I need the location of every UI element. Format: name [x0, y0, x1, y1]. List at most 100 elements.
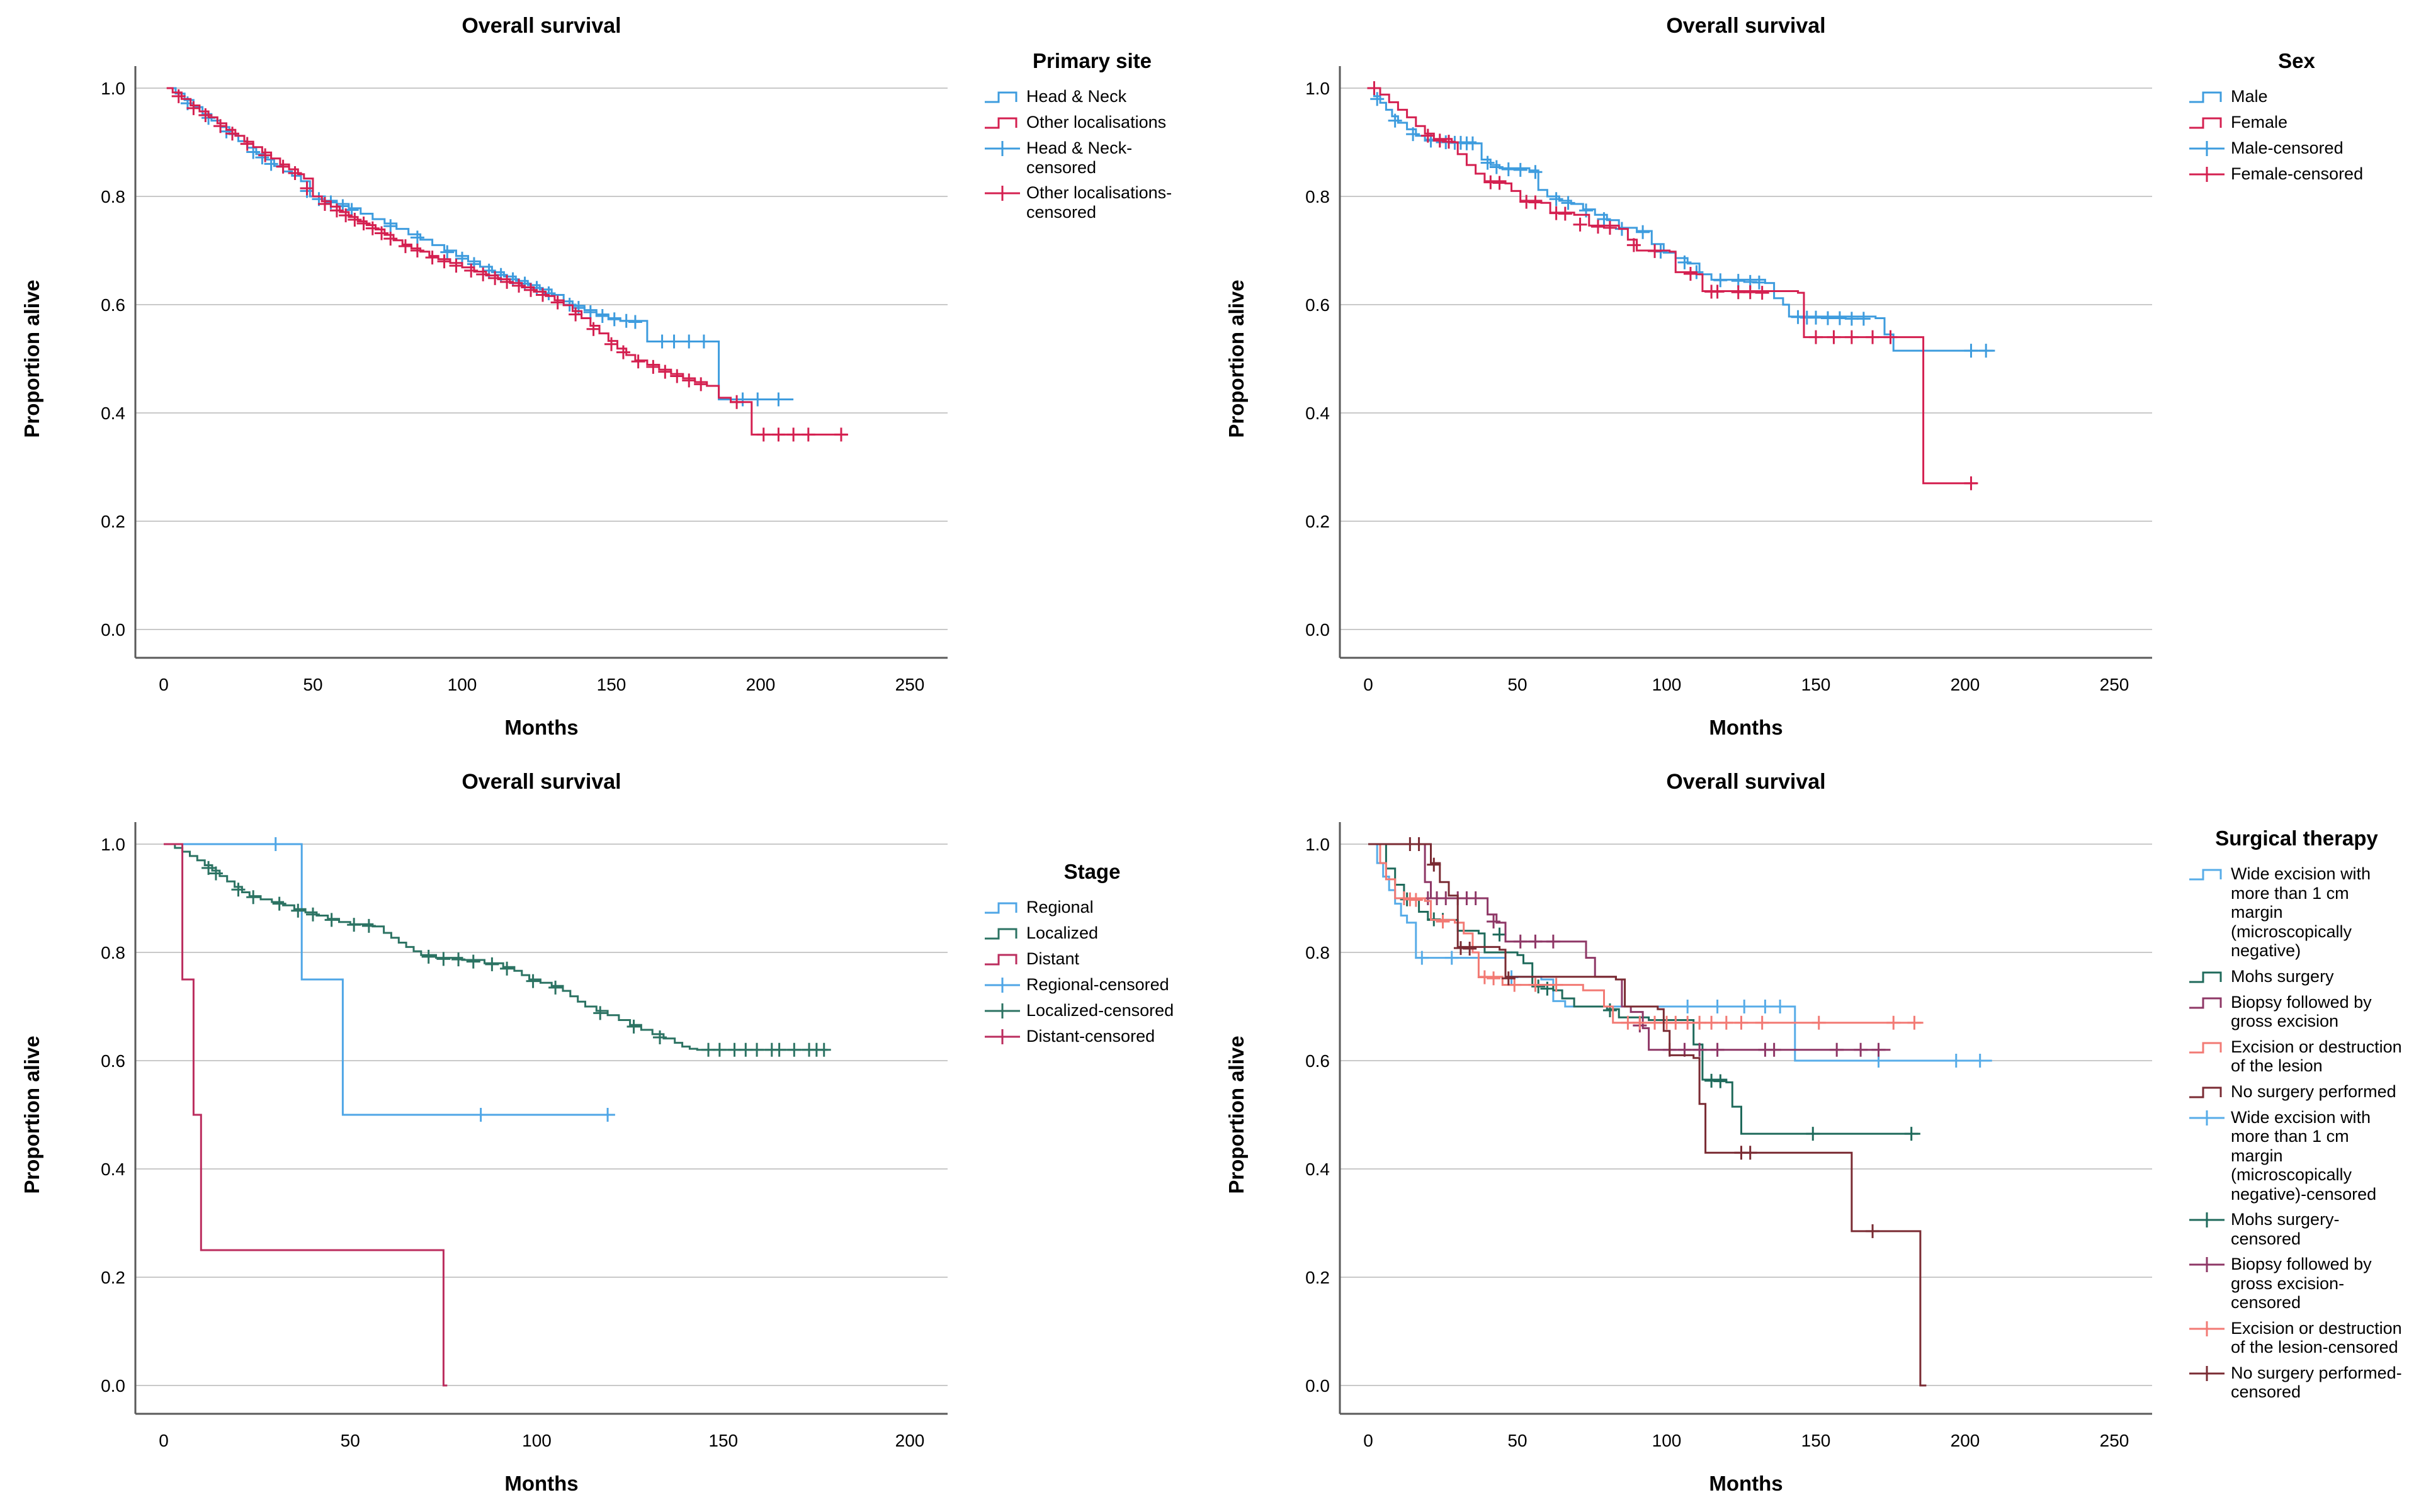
censor-mark	[375, 226, 389, 240]
panel-stage: 0.0 0.2 0.4 0.6 0.8 1.0 0 50 100 150 200 Overall su…	[0, 756, 1204, 1512]
censor-mark	[801, 427, 815, 442]
legend-item-label: Other localisations	[1026, 113, 1167, 132]
x-tick-label: 150	[1801, 675, 1831, 694]
censor-mark	[631, 354, 645, 369]
censor-mark	[1501, 162, 1516, 176]
censor-mark	[526, 974, 540, 988]
censor-mark	[288, 166, 302, 181]
censor-mark	[583, 305, 598, 320]
y-tick-label: 0.6	[101, 295, 125, 315]
censor-mark	[1692, 1042, 1707, 1057]
censor-mark	[1856, 312, 1871, 326]
censor-plus-icon	[985, 1003, 1020, 1018]
censor-mark	[593, 1006, 608, 1020]
censor-mark	[1648, 1015, 1662, 1030]
x-tick-label: 200	[895, 1431, 925, 1450]
x-tick-label: 200	[1951, 1431, 1980, 1450]
censor-mark	[347, 918, 361, 932]
censor-mark	[225, 127, 240, 141]
censor-plus-icon	[2189, 167, 2225, 182]
censor-mark	[1528, 195, 1543, 210]
legend-item: Localized-censored	[983, 1001, 1201, 1020]
legend-item: Other localisations-censored	[983, 183, 1201, 222]
y-tick-label: 1.0	[101, 835, 125, 854]
x-tick-label: 0	[1363, 675, 1373, 694]
censor-mark	[1549, 192, 1563, 206]
y-axis-label: Proportion alive	[20, 1035, 43, 1193]
legend-item-label: Male-censored	[2231, 138, 2344, 157]
censor-mark	[628, 315, 642, 329]
legend-item-label: Female-censored	[2231, 164, 2364, 183]
censor-mark	[751, 392, 765, 407]
series-line	[169, 87, 794, 400]
censor-mark	[1830, 1042, 1844, 1057]
censor-mark	[750, 1042, 764, 1057]
censor-mark	[1546, 934, 1560, 949]
censor-mark	[771, 392, 786, 407]
y-tick-label: 1.0	[1305, 835, 1330, 854]
censor-mark	[1540, 981, 1555, 996]
censor-mark	[1487, 971, 1501, 986]
y-tick-label: 1.0	[101, 79, 125, 98]
censor-mark	[694, 377, 708, 392]
y-tick-label: 0.6	[101, 1051, 125, 1071]
censor-mark	[500, 961, 514, 976]
y-tick-label: 0.8	[1305, 943, 1330, 962]
legend-item-label: Other localisations-censored	[1026, 183, 1172, 222]
legend-item-label: Female	[2231, 113, 2288, 132]
censor-mark	[772, 1042, 786, 1057]
legend-item: Male	[2188, 87, 2405, 106]
censor-mark	[712, 1042, 727, 1057]
censor-mark	[1713, 273, 1728, 288]
km-chart-sex: 0.0 0.2 0.4 0.6 0.8 1.0 0 50 100 150 200 250 Overall…	[1225, 14, 2152, 739]
censor-mark	[1602, 220, 1617, 235]
x-tick-label: 150	[597, 675, 626, 694]
censor-mark	[756, 427, 771, 442]
censor-mark	[595, 309, 609, 324]
censor-plus-icon	[2189, 1321, 2225, 1336]
censor-mark	[1621, 1015, 1635, 1030]
censor-mark	[535, 288, 550, 302]
censor-mark	[246, 890, 261, 905]
censor-mark	[473, 1108, 488, 1122]
censor-mark	[208, 866, 223, 881]
censor-mark	[1427, 857, 1441, 872]
censor-mark	[786, 427, 801, 442]
censor-mark	[1907, 1015, 1922, 1030]
censor-mark	[1370, 92, 1385, 106]
censor-mark	[1648, 244, 1662, 258]
x-tick-label: 0	[159, 675, 169, 694]
legend-surgical-therapy: Surgical therapy Wide excision with more …	[2188, 827, 2405, 1408]
legend-item-label: Localized	[1026, 923, 1099, 942]
censor-mark	[524, 283, 538, 297]
censor-plus-icon	[2189, 1365, 2225, 1381]
legend-item: Localized	[983, 923, 1201, 943]
censor-mark	[1710, 1000, 1725, 1013]
censor-mark	[383, 219, 398, 234]
y-tick-label: 0.4	[101, 403, 125, 423]
y-tick-label: 0.2	[1305, 1268, 1330, 1287]
censor-mark	[1397, 891, 1411, 905]
chart-title: Overall survival	[1666, 14, 1825, 38]
legend-item: Other localisations	[983, 113, 1201, 132]
legend-primary-site: Primary site Head & Neck Other localisatio…	[983, 49, 1201, 228]
legend-item-label: Distant-censored	[1026, 1027, 1155, 1046]
step-line-icon	[2189, 971, 2222, 983]
censor-mark	[437, 254, 451, 269]
censor-mark	[1677, 255, 1692, 269]
censor-mark	[1844, 312, 1859, 326]
censor-mark	[817, 1042, 831, 1057]
censor-mark	[476, 267, 490, 281]
legend-item: Female	[2188, 113, 2405, 132]
censor-mark	[682, 334, 696, 349]
censor-mark	[1528, 934, 1543, 949]
censor-mark	[258, 148, 273, 162]
censor-plus-icon	[985, 186, 1020, 201]
legend-item: No surgery performed-censored	[2188, 1363, 2405, 1402]
censor-mark	[1492, 927, 1507, 942]
censor-mark	[1820, 311, 1835, 325]
legend-item-label: Distant	[1026, 949, 1080, 968]
censor-mark	[550, 295, 565, 310]
censor-mark	[607, 312, 621, 327]
censor-mark	[1767, 1042, 1781, 1057]
